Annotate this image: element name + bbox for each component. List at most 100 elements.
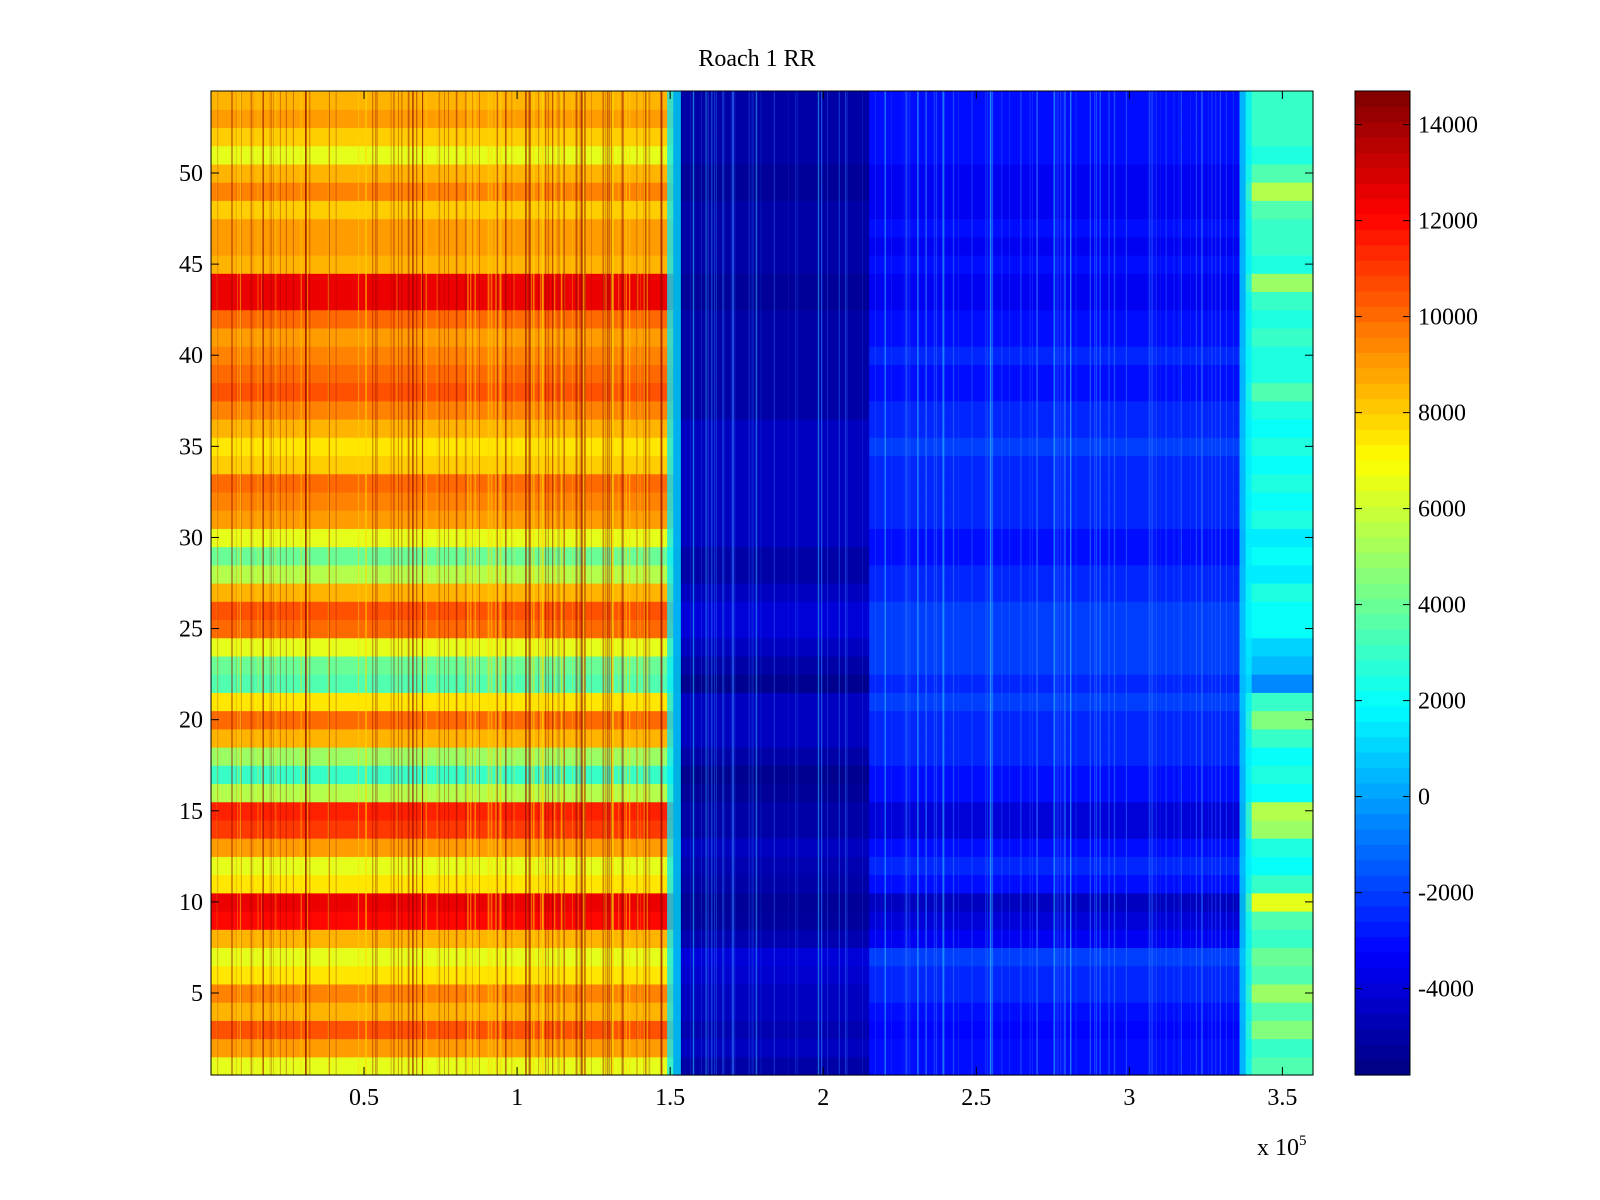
heatmap-cell bbox=[211, 491, 674, 511]
heatmap-cell bbox=[869, 109, 1247, 129]
heatmap-cell bbox=[869, 163, 1247, 183]
heatmap-cell bbox=[1245, 1020, 1314, 1040]
heatmap-cell bbox=[869, 127, 1247, 147]
colorbar-segment bbox=[1355, 367, 1410, 384]
colorbar-segment bbox=[1355, 383, 1410, 400]
heatmap-cell bbox=[1245, 127, 1314, 147]
heatmap-cell bbox=[211, 892, 674, 912]
colorbar-segment bbox=[1355, 583, 1410, 599]
heatmap-cell bbox=[673, 637, 870, 657]
colorbar-segment bbox=[1355, 521, 1410, 538]
colorbar-tick-label: 6000 bbox=[1418, 497, 1466, 523]
x-tick-label: 3.5 bbox=[1267, 1085, 1297, 1111]
colorbar-tick-label: 12000 bbox=[1418, 209, 1478, 235]
colorbar bbox=[1355, 91, 1410, 1076]
heatmap-cell bbox=[211, 218, 674, 238]
heatmap-cell bbox=[211, 327, 674, 347]
colorbar-segment bbox=[1355, 675, 1410, 692]
colorbar-segment bbox=[1355, 337, 1410, 353]
heatmap-cell bbox=[1245, 510, 1314, 529]
heatmap-cell bbox=[211, 255, 674, 274]
y-tick-label: 50 bbox=[179, 161, 203, 187]
heatmap-cell bbox=[869, 637, 1247, 657]
heatmap-cell bbox=[869, 528, 1247, 548]
colorbar-segment bbox=[1355, 659, 1410, 676]
heatmap-cell bbox=[211, 1020, 674, 1040]
heatmap-cell bbox=[673, 255, 870, 274]
colorbar-frame bbox=[1354, 90, 1411, 1076]
heatmap-cell bbox=[211, 564, 674, 584]
heatmap-cell bbox=[673, 947, 870, 967]
heatmap-cell bbox=[1245, 419, 1314, 438]
heatmap-cell bbox=[211, 145, 674, 165]
heatmap-cell bbox=[1245, 874, 1314, 894]
x-tick-label: 0.5 bbox=[349, 1085, 379, 1111]
heatmap-cell bbox=[211, 236, 674, 256]
heatmap-cell bbox=[1245, 546, 1314, 566]
colorbar-tick-label: 0 bbox=[1418, 785, 1430, 811]
colorbar-segment bbox=[1355, 152, 1410, 169]
colorbar-segment bbox=[1355, 706, 1410, 722]
heatmap-cell bbox=[211, 400, 674, 420]
heatmap-cell bbox=[869, 437, 1247, 457]
y-tick-label: 10 bbox=[179, 890, 203, 916]
heatmap-cell bbox=[211, 765, 674, 785]
heatmap-cell bbox=[869, 983, 1247, 1003]
heatmap-cell bbox=[673, 838, 870, 857]
heatmap-cell bbox=[211, 382, 674, 402]
heatmap-cell bbox=[1245, 1038, 1314, 1058]
heatmap-cell bbox=[673, 655, 870, 675]
y-tick-label: 40 bbox=[179, 343, 203, 369]
heatmap-cell bbox=[673, 874, 870, 894]
heatmap-cell bbox=[1245, 200, 1314, 220]
heatmap-cell bbox=[211, 510, 674, 529]
colorbar-segment bbox=[1355, 1028, 1410, 1045]
colorbar-segment bbox=[1355, 690, 1410, 707]
colorbar-segment bbox=[1355, 936, 1410, 953]
heatmap-cell bbox=[673, 747, 870, 766]
heatmap-cell bbox=[1245, 892, 1314, 912]
heatmap-cell bbox=[1245, 273, 1314, 293]
heatmap-cell bbox=[1245, 911, 1314, 930]
heatmap-cell bbox=[673, 728, 870, 748]
heatmap-cell bbox=[211, 619, 674, 639]
colorbar-segment bbox=[1355, 121, 1410, 138]
heatmap-cell bbox=[211, 1056, 674, 1076]
heatmap-cell bbox=[673, 309, 870, 329]
heatmap-cell bbox=[211, 692, 674, 712]
heatmap-cell bbox=[673, 273, 870, 293]
heatmap-cell bbox=[673, 983, 870, 1003]
colorbar-segment bbox=[1355, 260, 1410, 277]
colorbar-segment bbox=[1355, 598, 1410, 615]
x-tick-label: 2 bbox=[817, 1085, 829, 1111]
heatmap-cell bbox=[1245, 491, 1314, 511]
colorbar-segment bbox=[1355, 982, 1410, 999]
colorbar-segment bbox=[1355, 506, 1410, 523]
heatmap-cell bbox=[1245, 655, 1314, 675]
heatmap-cell bbox=[869, 728, 1247, 748]
colorbar-segment bbox=[1355, 490, 1410, 507]
heatmap-cell bbox=[673, 911, 870, 930]
heatmap-cell bbox=[1245, 346, 1314, 365]
heatmap-cell bbox=[211, 291, 674, 311]
heatmap-cell bbox=[211, 546, 674, 566]
heatmap-cell bbox=[673, 182, 870, 201]
heatmap-cell bbox=[1245, 1002, 1314, 1021]
heatmap-cell bbox=[673, 1020, 870, 1040]
colorbar-segment bbox=[1355, 613, 1410, 630]
heatmap-cell bbox=[211, 983, 674, 1003]
heatmap-cell bbox=[211, 728, 674, 748]
colorbar-segment bbox=[1355, 721, 1410, 738]
heatmap-cell bbox=[211, 674, 674, 693]
x-axis: 0.5 1 1.5 2 2.5 3 3.5 bbox=[349, 91, 1297, 1111]
heatmap-cell bbox=[211, 364, 674, 384]
colorbar-segment bbox=[1355, 1013, 1410, 1030]
colorbar-segment bbox=[1355, 91, 1410, 107]
heatmap-cell bbox=[869, 182, 1247, 201]
heatmap-cell bbox=[869, 674, 1247, 693]
colorbar-segment bbox=[1355, 214, 1410, 230]
heatmap-cell bbox=[673, 546, 870, 566]
y-tick-label: 45 bbox=[179, 252, 203, 278]
heatmap-cell bbox=[1245, 382, 1314, 402]
heatmap-cell bbox=[869, 1020, 1247, 1040]
